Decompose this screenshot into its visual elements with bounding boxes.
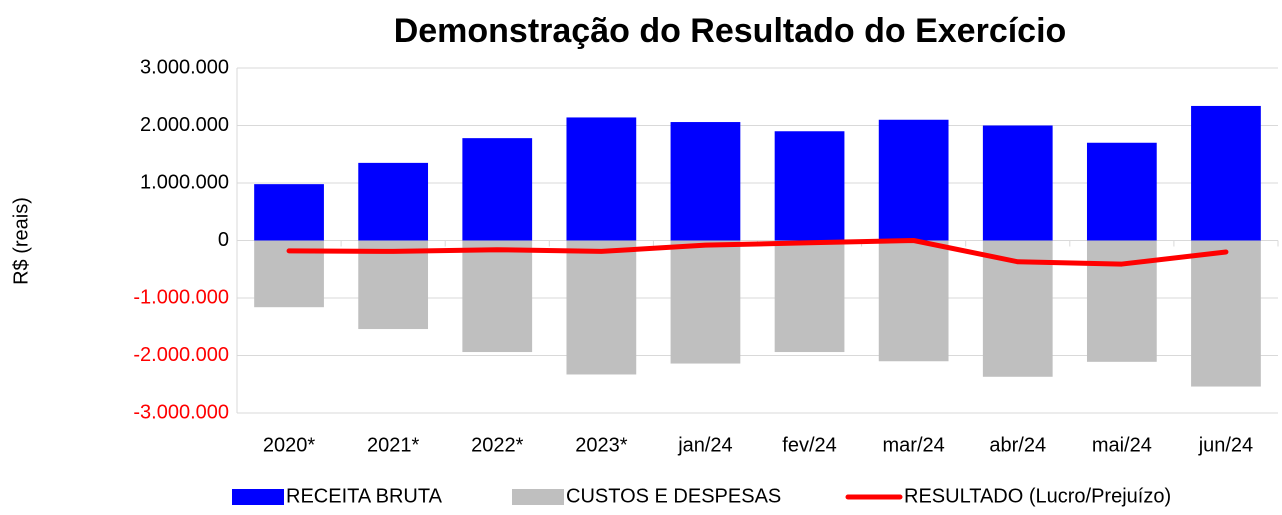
bar: [566, 117, 637, 241]
bar: [1191, 105, 1261, 241]
bar: [566, 240, 637, 375]
x-tick-label: mai/24: [1092, 434, 1152, 456]
bar: [774, 240, 845, 353]
bar: [878, 240, 949, 362]
bar: [1086, 240, 1157, 362]
x-tick-label: 2021*: [367, 434, 419, 456]
x-tick-label: mar/24: [883, 434, 945, 456]
bar: [982, 125, 1053, 241]
bar: [1086, 142, 1157, 241]
y-tick-label: 2.000.000: [140, 114, 229, 136]
bar: [774, 131, 845, 241]
y-tick-label: -1.000.000: [133, 286, 229, 308]
bar: [462, 240, 533, 353]
bar: [254, 184, 324, 241]
bar: [462, 138, 533, 241]
legend-label: CUSTOS E DESPESAS: [566, 485, 781, 507]
bar: [358, 240, 429, 330]
y-tick-label: 3.000.000: [140, 56, 229, 78]
y-tick-label: -2.000.000: [133, 344, 229, 366]
y-tick-label: 1.000.000: [140, 171, 229, 193]
y-tick-label: -3.000.000: [133, 401, 229, 423]
legend-swatch: [232, 489, 284, 505]
line: [286, 238, 1229, 267]
bar: [670, 122, 741, 241]
legend-label: RECEITA BRUTA: [286, 485, 443, 507]
y-axis-label: R$ (reais): [10, 197, 32, 285]
bar: [358, 162, 429, 241]
legend-swatch: [512, 489, 564, 505]
x-tick-label: jun/24: [1198, 434, 1254, 456]
chart-title: Demonstração do Resultado do Exercício: [394, 12, 1067, 50]
x-tick-label: 2023*: [575, 434, 627, 456]
x-tick-label: 2022*: [471, 434, 523, 456]
y-tick-label: 0: [218, 229, 229, 251]
bar: [1191, 240, 1261, 387]
x-tick-label: jan/24: [677, 434, 733, 456]
legend-label: RESULTADO (Lucro/Prejuízo): [904, 485, 1171, 507]
x-tick-label: fev/24: [782, 434, 836, 456]
x-tick-label: 2020*: [263, 434, 315, 456]
bar: [670, 240, 741, 364]
x-tick-label: abr/24: [989, 434, 1046, 456]
bar: [878, 119, 949, 241]
